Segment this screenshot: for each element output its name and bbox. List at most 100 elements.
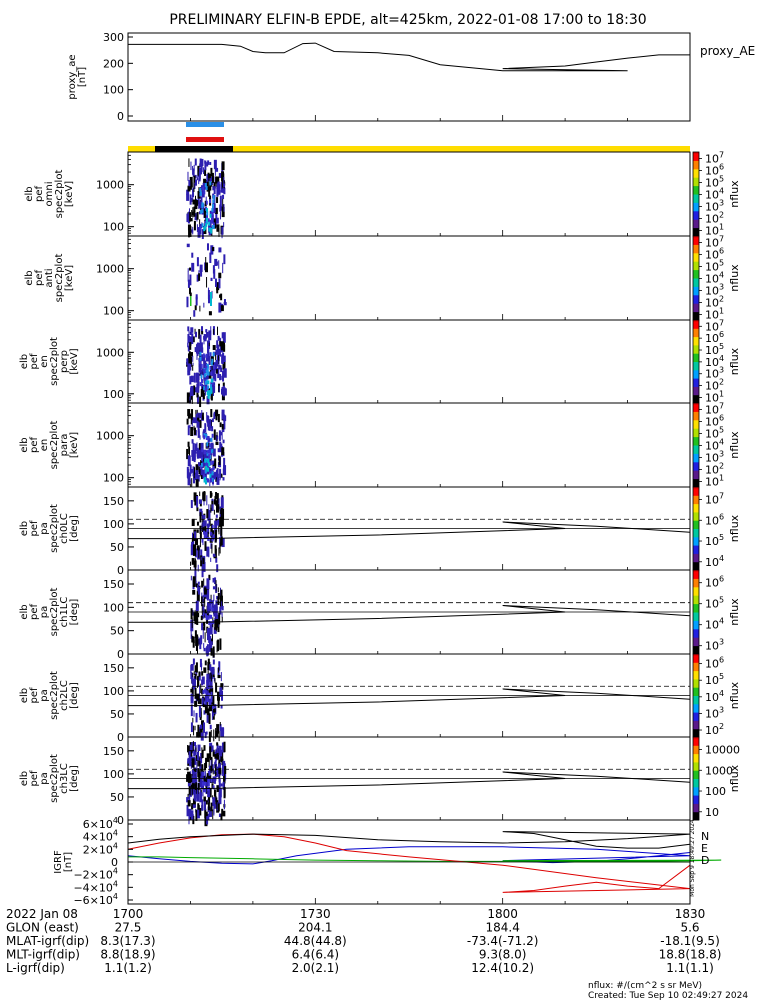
spectrogram-pixel [214,520,218,533]
spectrogram-pixel [190,722,193,733]
spectrogram-pixel [218,360,220,365]
colorbar-label: nflux [728,347,741,375]
colorbar-cell [693,496,699,499]
spectrogram-pixel [194,203,198,210]
spectrogram-pixel [188,444,190,455]
colorbar-cell [693,480,699,482]
spectrogram-pixel [201,679,204,686]
colorbar-cell [693,268,699,271]
spectrogram-pixel [193,206,196,217]
colorbar-cell [693,367,699,369]
spectrogram-pixel [201,562,204,569]
pitch-panel-ylabel-line: ch3LC [59,763,70,794]
colorbar-cell [693,215,699,217]
spectrogram-pixel [201,412,204,420]
spectrogram-pixel [217,344,220,356]
colorbar-cell [693,665,699,667]
colorbar-tick-label: 104 [705,617,724,632]
spectrogram-pixel [190,761,192,769]
colorbar-cell [693,217,699,220]
colorbar-cell [693,756,699,759]
colorbar-cell [693,545,699,547]
spectrogram-pixel [208,371,212,379]
spectrogram-pixel [200,555,203,567]
spectrogram-pixel [196,447,199,459]
spectrogram-cyan-pixel [210,378,213,383]
spectrogram-pixel [206,495,208,506]
colorbar-cell [693,452,699,454]
spectrogram-pixel [213,675,215,682]
colorbar-cell [693,389,699,392]
spectrogram-pixel [194,531,197,539]
spectrogram-pixel [217,448,221,453]
spectrogram-pixel [216,355,219,361]
spectrogram-pixel [222,477,225,481]
colorbar-cell [693,810,699,813]
colorbar-cell [693,599,699,602]
colorbar-cell [693,447,699,450]
spectrogram-pixel [212,809,214,820]
spectrogram-pixel [196,474,200,482]
spectrogram-pixel [203,578,205,587]
spectrogram-pixel [212,448,216,457]
spectrogram-pixel [198,329,201,339]
spectrogram-pixel [209,672,211,681]
colorbar-cell [693,390,699,393]
spectrogram-pixel [212,696,215,708]
spectrogram-pixel [223,789,226,799]
spectrogram-pixel [196,224,198,232]
spectrogram-pixel [198,443,202,450]
colorbar-tick-exponent: 7 [719,150,724,159]
spectrogram-pixel [202,454,204,465]
colorbar-cell [693,347,699,350]
colorbar-cell [693,324,699,327]
spectrogram-pixel [212,247,215,252]
pitch-panel-ylabel-line: elb [19,604,30,619]
spectrogram-pixel [201,410,203,415]
spectrogram-core-pixel [201,223,204,228]
spectrogram-pixel [209,664,212,671]
x-ticks [127,230,691,236]
spectrogram-pixel [218,272,222,279]
spectrogram-pixel [214,754,218,759]
spectrogram-core-pixel [199,191,202,196]
colorbar-cell [693,760,699,763]
spectrogram-pixel [215,682,218,693]
spectrogram-pixel [186,189,190,195]
pitch-panel-ylabel-line: spec2plot [49,754,60,803]
colorbar-cell [693,407,699,410]
spectrogram-pixel [193,776,195,788]
spectrogram-pixel [221,226,224,235]
spectrogram-core-pixel [212,195,215,200]
pitch-panel-ylabel-line: ch1LC [59,597,70,628]
y-tick-label: 1000 [96,430,124,443]
spectrogram-pixel [206,578,210,590]
spectrogram-pixel [192,681,195,690]
spectrogram-pixel [215,772,217,776]
proxy-ae-ylabel-line: proxy_ae [67,54,78,99]
spectrogram-core-pixel [201,209,204,214]
spectrogram-pixel [213,627,217,634]
pitch-panel-ylabel-line: [deg] [69,765,80,792]
spectrogram-pixel [213,429,216,440]
spectrogram-pixel [220,683,224,690]
colorbar-cell [693,785,699,788]
colorbar-cell [693,592,699,595]
colorbar-tick-exponent: 6 [719,330,724,339]
spectrogram-pixel [191,617,193,629]
spectrogram-pixel [196,529,199,533]
colorbar-cell [693,792,699,795]
spectrogram-pixel [219,517,223,527]
spectrogram-pixel [208,330,212,341]
spectrogram-pixel [223,299,226,303]
spectrogram-pixel [193,749,196,757]
spectrogram-pixel [207,708,210,716]
spectrogram-pixel [220,813,223,821]
spectrogram-pixel [198,756,200,762]
colorbar-cell [693,495,699,498]
spectrogram-pixel [197,760,199,767]
spectrogram-pixel [201,565,204,578]
colorbar-tick-exponent: 5 [719,672,724,681]
spectrogram-core-pixel [202,611,205,616]
